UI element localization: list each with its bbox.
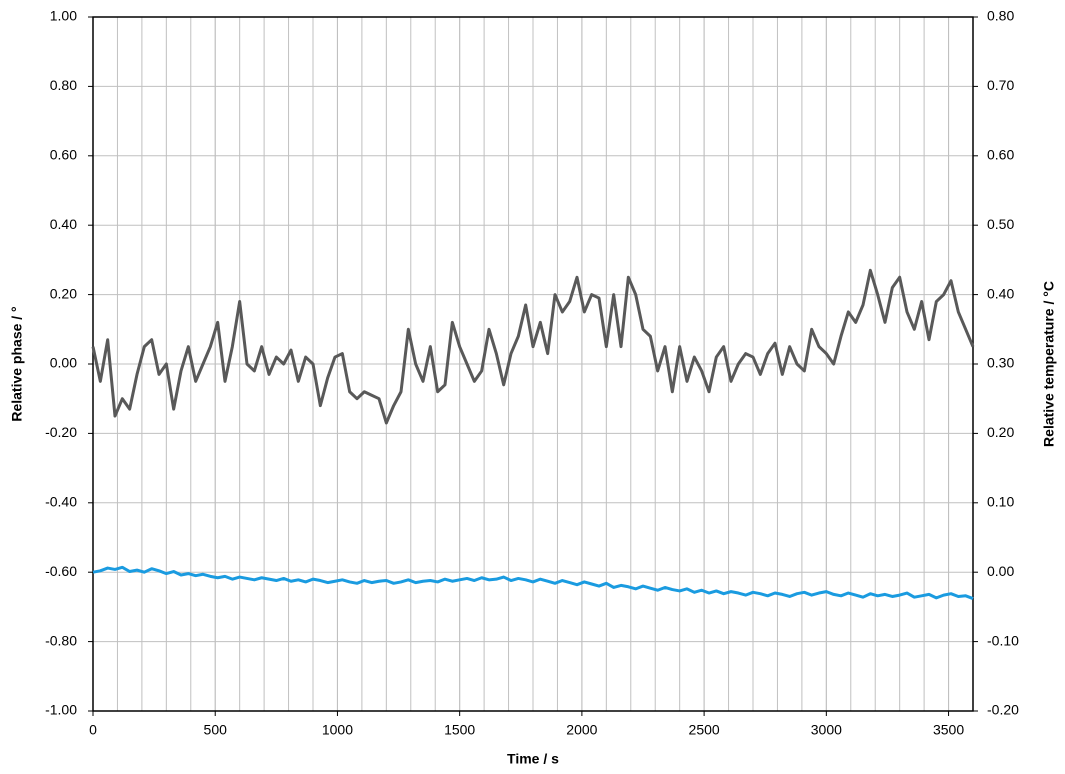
x-tick-label: 500 (204, 722, 228, 738)
y2-tick-label: 0.50 (987, 216, 1014, 232)
y-tick-label: 1.00 (50, 8, 77, 24)
y-tick-label: -0.60 (45, 563, 77, 579)
y2-tick-label: 0.20 (987, 424, 1014, 440)
y-tick-label: 0.60 (50, 147, 77, 163)
y2-tick-label: 0.70 (987, 77, 1014, 93)
y-tick-label: -1.00 (45, 702, 77, 718)
y-tick-label: 0.00 (50, 355, 77, 371)
y2-axis-label: Relative temperature / °C (1041, 281, 1057, 447)
data-line (92, 565, 974, 600)
y2-tick-label: 0.40 (987, 285, 1014, 301)
x-tick-label: 3500 (933, 722, 964, 738)
y2-tick-label: 0.10 (987, 494, 1014, 510)
y2-tick-label: -0.10 (987, 632, 1019, 648)
data-line (91, 268, 975, 425)
y-tick-label: -0.40 (45, 494, 77, 510)
y2-tick-label: -0.20 (987, 702, 1019, 718)
y-tick-label: -0.80 (45, 632, 77, 648)
x-tick-label: 2000 (566, 722, 597, 738)
y2-tick-label: 0.00 (987, 563, 1014, 579)
x-axis-label: Time / s (507, 751, 559, 767)
y-tick-label: 0.80 (50, 77, 77, 93)
x-tick-label: 1500 (444, 722, 475, 738)
y2-tick-label: 0.80 (987, 8, 1014, 24)
x-tick-label: 0 (89, 722, 97, 738)
plot-frame (92, 16, 974, 712)
x-tick-label: 2500 (689, 722, 720, 738)
x-tick-label: 3000 (811, 722, 842, 738)
y-axis-label: Relative phase / ° (9, 306, 25, 421)
y2-tick-label: 0.60 (987, 147, 1014, 163)
y-tick-label: 0.20 (50, 285, 77, 301)
y2-tick-label: 0.30 (987, 355, 1014, 371)
x-tick-label: 1000 (322, 722, 353, 738)
y-tick-label: 0.40 (50, 216, 77, 232)
y-tick-label: -0.20 (45, 424, 77, 440)
